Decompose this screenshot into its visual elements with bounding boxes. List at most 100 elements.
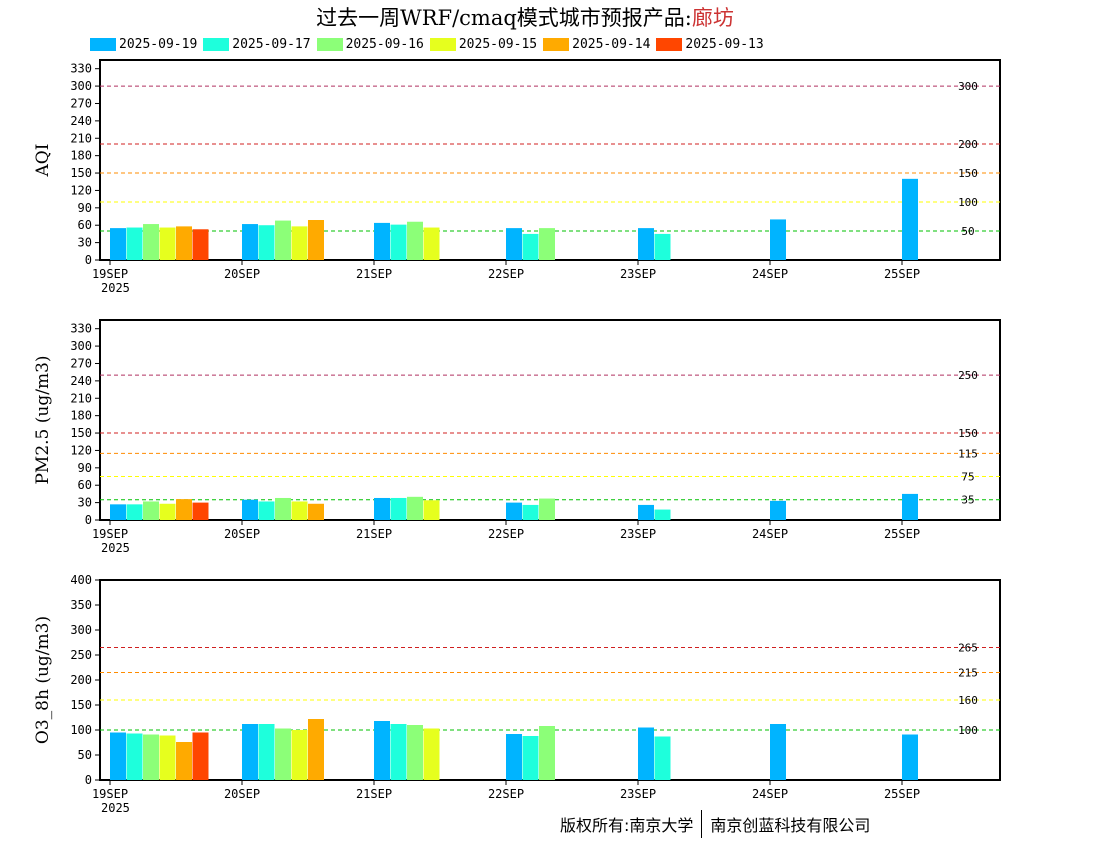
bar bbox=[390, 724, 407, 780]
y-tick-label: 150 bbox=[70, 426, 92, 440]
legend-label: 2025-09-16 bbox=[345, 36, 424, 52]
y-tick-label: 120 bbox=[70, 183, 92, 197]
chart-title: 过去一周WRF/cmaq模式城市预报产品:廊坊 bbox=[0, 2, 1050, 32]
x-tick-label: 20SEP bbox=[224, 527, 260, 541]
legend-item: 2025-09-19 bbox=[90, 35, 197, 53]
bar bbox=[110, 504, 126, 520]
bar bbox=[407, 725, 423, 780]
threshold-label: 75 bbox=[961, 471, 974, 484]
bar bbox=[308, 220, 324, 260]
y-tick-label: 300 bbox=[70, 339, 92, 353]
bar bbox=[159, 503, 176, 520]
bar bbox=[506, 734, 522, 780]
x-tick-label: 25SEP bbox=[884, 787, 920, 801]
y-tick-label: 90 bbox=[78, 461, 92, 475]
y-tick-label: 0 bbox=[85, 253, 92, 267]
bar bbox=[159, 735, 176, 780]
bar bbox=[258, 501, 275, 520]
bar bbox=[291, 226, 308, 260]
y-tick-label: 210 bbox=[70, 131, 92, 145]
y-axis-label: O3_8h (ug/m3) bbox=[33, 616, 53, 744]
bar bbox=[374, 721, 390, 780]
bar bbox=[638, 504, 654, 520]
legend-swatch bbox=[316, 37, 343, 51]
bar bbox=[539, 498, 555, 520]
threshold-label: 250 bbox=[958, 369, 978, 382]
bar bbox=[126, 227, 143, 260]
x-tick-label: 21SEP bbox=[356, 267, 392, 281]
x-tick-label: 23SEP bbox=[620, 267, 656, 281]
legend-swatch bbox=[429, 37, 456, 51]
footer-separator bbox=[701, 810, 703, 838]
bar bbox=[192, 732, 209, 780]
bar bbox=[176, 226, 192, 260]
bar bbox=[423, 728, 440, 780]
x-tick-label: 24SEP bbox=[752, 527, 788, 541]
bar bbox=[143, 224, 159, 260]
legend-swatch bbox=[543, 37, 570, 51]
threshold-label: 200 bbox=[958, 138, 978, 151]
y-tick-label: 30 bbox=[78, 496, 92, 510]
bar bbox=[192, 229, 209, 260]
bar bbox=[192, 502, 209, 520]
bar bbox=[522, 504, 539, 520]
footer-company: 南京创蓝科技有限公司 bbox=[710, 816, 871, 835]
legend-swatch bbox=[90, 37, 116, 51]
legend-item: 2025-09-17 bbox=[203, 35, 311, 53]
y-axis-label: PM2.5 (ug/m3) bbox=[33, 355, 53, 484]
bar bbox=[275, 497, 291, 520]
threshold-label: 215 bbox=[958, 667, 978, 680]
bar bbox=[654, 233, 671, 260]
x-tick-label: 20SEP bbox=[224, 267, 260, 281]
bar bbox=[423, 500, 440, 520]
bar bbox=[242, 224, 258, 260]
y-tick-label: 250 bbox=[70, 648, 92, 662]
x-tick-label: 22SEP bbox=[488, 267, 524, 281]
y-tick-label: 300 bbox=[70, 79, 92, 93]
bar bbox=[126, 733, 143, 780]
y-tick-label: 300 bbox=[70, 623, 92, 637]
x-tick-label: 21SEP bbox=[356, 527, 392, 541]
threshold-label: 150 bbox=[958, 427, 978, 440]
y-tick-label: 0 bbox=[85, 773, 92, 787]
x-year-label: 2025 bbox=[101, 801, 130, 815]
x-tick-label: 22SEP bbox=[488, 787, 524, 801]
legend-item: 2025-09-14 bbox=[543, 35, 650, 53]
y-tick-label: 60 bbox=[78, 218, 92, 232]
bar bbox=[258, 724, 275, 780]
legend-item: 2025-09-15 bbox=[429, 35, 537, 53]
bar bbox=[638, 228, 654, 260]
footer-copyright: 版权所有:南京大学 bbox=[560, 816, 694, 835]
x-tick-label: 22SEP bbox=[488, 527, 524, 541]
x-year-label: 2025 bbox=[101, 281, 130, 295]
bar bbox=[506, 502, 522, 520]
y-tick-label: 60 bbox=[78, 478, 92, 492]
bar bbox=[176, 742, 192, 780]
y-tick-label: 270 bbox=[70, 96, 92, 110]
bar bbox=[242, 499, 258, 520]
legend-label: 2025-09-19 bbox=[119, 36, 198, 52]
y-tick-label: 120 bbox=[70, 443, 92, 457]
y-tick-label: 330 bbox=[70, 322, 92, 336]
plot-frame bbox=[99, 319, 1001, 521]
bar bbox=[902, 493, 918, 520]
y-axis-label: AQI bbox=[33, 144, 53, 178]
bar bbox=[291, 730, 308, 780]
bar bbox=[654, 509, 671, 520]
bar bbox=[407, 221, 423, 260]
y-tick-label: 350 bbox=[70, 598, 92, 612]
bar bbox=[143, 501, 159, 520]
y-tick-label: 240 bbox=[70, 374, 92, 388]
bar bbox=[770, 500, 786, 520]
bar bbox=[275, 728, 291, 780]
bar bbox=[291, 501, 308, 520]
legend-swatch bbox=[203, 37, 230, 51]
threshold-label: 160 bbox=[958, 694, 978, 707]
bar bbox=[110, 732, 126, 780]
y-tick-label: 210 bbox=[70, 391, 92, 405]
bar bbox=[770, 219, 786, 260]
legend-label: 2025-09-14 bbox=[572, 36, 651, 52]
bar bbox=[407, 496, 423, 520]
legend-label: 2025-09-13 bbox=[685, 36, 764, 52]
threshold-label: 115 bbox=[958, 447, 978, 460]
